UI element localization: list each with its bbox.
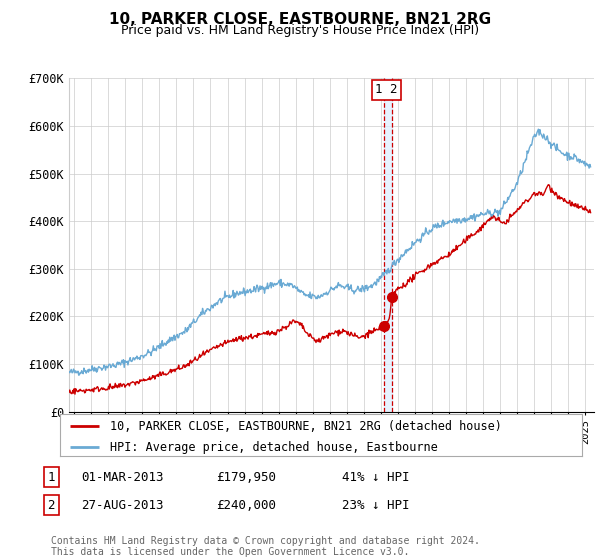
Text: 01-MAR-2013: 01-MAR-2013 <box>81 470 163 484</box>
Text: £240,000: £240,000 <box>216 498 276 512</box>
Text: £179,950: £179,950 <box>216 470 276 484</box>
Text: Contains HM Land Registry data © Crown copyright and database right 2024.
This d: Contains HM Land Registry data © Crown c… <box>51 535 480 557</box>
Text: 1 2: 1 2 <box>375 83 397 96</box>
Text: 1: 1 <box>47 470 55 484</box>
Text: 10, PARKER CLOSE, EASTBOURNE, BN21 2RG (detached house): 10, PARKER CLOSE, EASTBOURNE, BN21 2RG (… <box>110 419 502 433</box>
Text: 23% ↓ HPI: 23% ↓ HPI <box>342 498 409 512</box>
Bar <box>384 78 392 412</box>
Text: 10, PARKER CLOSE, EASTBOURNE, BN21 2RG: 10, PARKER CLOSE, EASTBOURNE, BN21 2RG <box>109 12 491 27</box>
Text: 27-AUG-2013: 27-AUG-2013 <box>81 498 163 512</box>
Text: HPI: Average price, detached house, Eastbourne: HPI: Average price, detached house, East… <box>110 441 437 454</box>
Text: 41% ↓ HPI: 41% ↓ HPI <box>342 470 409 484</box>
Text: 2: 2 <box>47 498 55 512</box>
Text: Price paid vs. HM Land Registry's House Price Index (HPI): Price paid vs. HM Land Registry's House … <box>121 24 479 37</box>
